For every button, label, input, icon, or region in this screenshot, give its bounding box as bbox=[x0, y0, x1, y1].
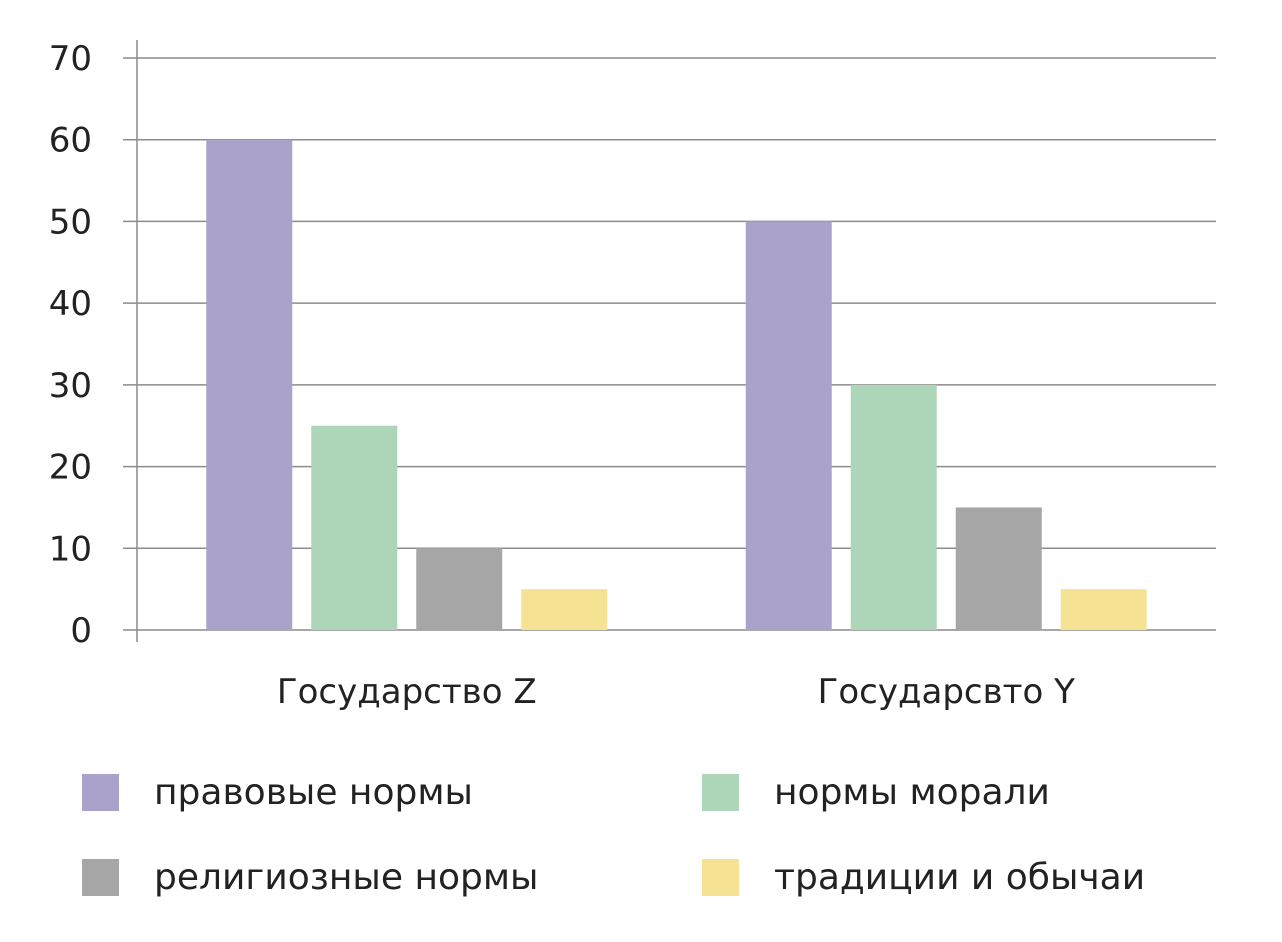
bar-1-1 bbox=[206, 139, 293, 630]
bar-4-2 bbox=[1060, 589, 1147, 630]
bar-4-1 bbox=[521, 589, 608, 630]
legend-label-religious-norms: религиозные нормы bbox=[154, 857, 539, 898]
y-tick-label: 10 bbox=[49, 529, 92, 569]
y-tick-label: 50 bbox=[49, 202, 92, 242]
legend-item-traditions-customs: традиции и обычаи bbox=[702, 857, 1145, 898]
bar-2-2 bbox=[850, 384, 937, 630]
y-tick-label: 40 bbox=[49, 284, 92, 324]
bar-2-1 bbox=[311, 425, 398, 630]
legend-label-legal-norms: правовые нормы bbox=[154, 772, 473, 813]
bar-3-2 bbox=[955, 507, 1042, 630]
y-tick-label: 30 bbox=[49, 366, 92, 406]
bar-1-2 bbox=[745, 221, 832, 630]
legend: правовые нормы нормы морали религиозные … bbox=[0, 760, 1282, 930]
y-tick-label: 70 bbox=[49, 39, 92, 79]
x-category-label: Государсвто Y bbox=[818, 672, 1075, 712]
bar-3-1 bbox=[416, 548, 503, 630]
legend-swatch-moral-norms bbox=[702, 774, 739, 811]
legend-item-religious-norms: религиозные нормы bbox=[82, 857, 538, 898]
x-category-label: Государство Z bbox=[277, 672, 537, 712]
legend-swatch-religious-norms bbox=[82, 859, 119, 896]
legend-item-moral-norms: нормы морали bbox=[702, 772, 1050, 813]
legend-item-legal-norms: правовые нормы bbox=[82, 772, 473, 813]
y-tick-label: 60 bbox=[49, 121, 92, 161]
legend-label-moral-norms: нормы морали bbox=[774, 772, 1050, 813]
y-tick-label: 0 bbox=[70, 611, 92, 651]
bar-chart: 0 10 20 30 40 50 60 70 Государство Z Государсвто … bbox=[49, 39, 1216, 712]
legend-swatch-legal-norms bbox=[82, 774, 119, 811]
y-tick-label: 20 bbox=[49, 448, 92, 488]
legend-swatch-traditions-customs bbox=[702, 859, 739, 896]
legend-label-traditions-customs: традиции и обычаи bbox=[774, 857, 1146, 898]
